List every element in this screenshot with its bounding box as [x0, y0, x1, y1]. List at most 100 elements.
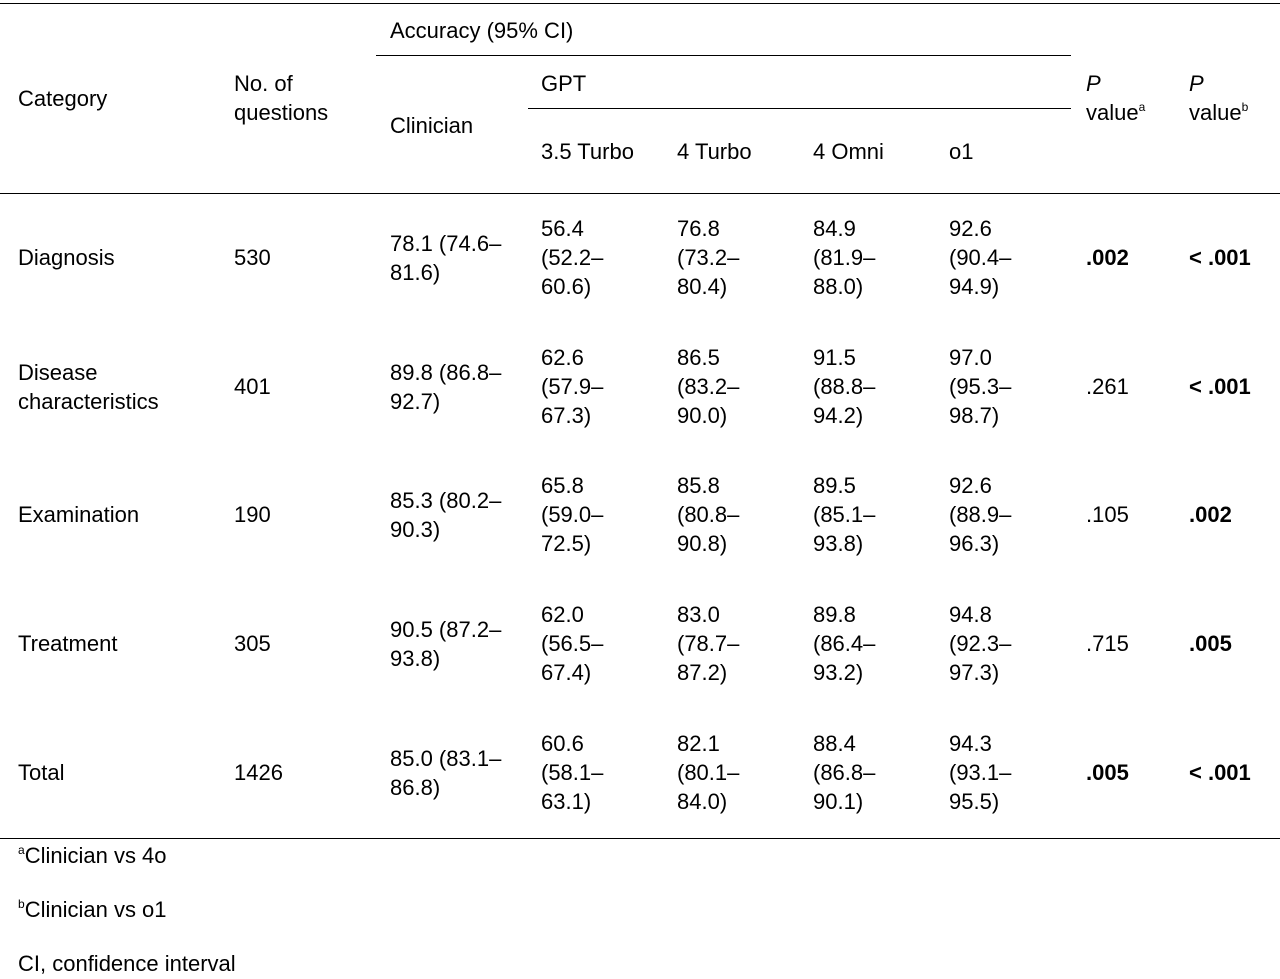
- cell-gpt-o1-line: (90.4–: [949, 245, 1012, 270]
- cell-gpt-4-turbo-line: 84.0): [677, 789, 728, 814]
- cell-gpt-35-turbo-line: 67.4): [541, 660, 592, 685]
- cell-gpt-35-turbo-line: 67.3): [541, 403, 592, 428]
- cell-gpt-4-omni: 88.4 (86.8– 90.1): [813, 729, 875, 816]
- cell-gpt-4-omni-line: 84.9: [813, 216, 856, 241]
- header-sup-a: a: [1138, 99, 1146, 114]
- header-num-questions-line2: questions: [234, 100, 329, 125]
- cell-p-value-a: .261: [1086, 374, 1129, 399]
- cell-gpt-4-turbo-line: (78.7–: [677, 631, 740, 656]
- footnote-ci: CI, confidence interval: [18, 951, 236, 976]
- cell-gpt-4-turbo: 86.5 (83.2– 90.0): [677, 343, 739, 430]
- cell-gpt-o1: 92.6 (90.4– 94.9): [949, 214, 1011, 301]
- gpt-rule: [528, 108, 1071, 109]
- cell-num-questions: 305: [234, 631, 271, 656]
- footnote-a: aClinician vs 4o: [18, 841, 167, 870]
- header-p-value-a: P valuea: [1086, 69, 1145, 127]
- cell-gpt-35-turbo-line: 62.6: [541, 345, 584, 370]
- cell-clinician: 89.8 (86.8– 92.7): [390, 358, 501, 416]
- cell-gpt-o1-line: 92.6: [949, 216, 992, 241]
- footnote-b-text: Clinician vs o1: [24, 897, 167, 922]
- cell-gpt-4-omni: 89.5 (85.1– 93.8): [813, 471, 875, 558]
- cell-p-value-a: .715: [1086, 631, 1129, 656]
- header-p-italic-a: P: [1086, 71, 1101, 96]
- cell-gpt-4-omni-line: 93.8): [813, 531, 864, 556]
- cell-gpt-4-turbo-line: (73.2–: [677, 245, 740, 270]
- cell-p-value-b: < .001: [1189, 245, 1251, 270]
- cell-gpt-o1-line: (92.3–: [949, 631, 1012, 656]
- cell-clinician-line: 85.0 (83.1–: [390, 745, 502, 771]
- header-clinician: Clinician: [390, 113, 474, 138]
- header-p-value-b-label: valueb: [1189, 98, 1248, 127]
- cell-gpt-4-omni-line: 93.2): [813, 660, 864, 685]
- cell-gpt-4-omni: 89.8 (86.4– 93.2): [813, 600, 875, 687]
- cell-gpt-4-turbo-line: 83.0: [677, 602, 720, 627]
- cell-num-questions: 530: [234, 245, 271, 270]
- footnote-a-text: Clinician vs 4o: [24, 843, 167, 868]
- cell-gpt-35-turbo-line: (52.2–: [541, 245, 604, 270]
- cell-category: Treatment: [18, 629, 117, 658]
- cell-p-value-b: .005: [1189, 631, 1232, 656]
- cell-gpt-o1-line: 92.6: [949, 473, 992, 498]
- cell-gpt-o1-line: 94.8: [949, 602, 992, 627]
- cell-clinician-line: 81.6): [390, 259, 441, 285]
- cell-category-line: Total: [18, 760, 65, 785]
- cell-gpt-4-omni: 84.9 (81.9– 88.0): [813, 214, 875, 301]
- cell-gpt-35-turbo-line: (57.9–: [541, 374, 604, 399]
- cell-gpt-4-turbo: 85.8 (80.8– 90.8): [677, 471, 739, 558]
- cell-gpt-4-omni-line: (86.8–: [813, 760, 876, 785]
- cell-gpt-o1-line: 97.0: [949, 345, 992, 370]
- cell-gpt-35-turbo-line: 60.6): [541, 274, 592, 299]
- cell-gpt-4-omni-line: 94.2): [813, 403, 864, 428]
- cell-gpt-4-turbo-line: 82.1: [677, 731, 720, 756]
- cell-clinician-line: 92.7): [390, 388, 441, 414]
- cell-gpt-4-omni-line: 90.1): [813, 789, 864, 814]
- cell-gpt-o1: 97.0 (95.3– 98.7): [949, 343, 1011, 430]
- cell-gpt-4-turbo-line: (80.1–: [677, 760, 740, 785]
- header-model-4-omni: 4 Omni: [813, 139, 884, 164]
- footnote-a-mark: a: [18, 842, 25, 857]
- cell-p-value-a: .005: [1086, 760, 1129, 785]
- cell-gpt-o1-line: 97.3): [949, 660, 1000, 685]
- cell-gpt-4-omni-line: (85.1–: [813, 502, 876, 527]
- table-bottom-rule: [0, 838, 1280, 839]
- cell-clinician: 78.1 (74.6– 81.6): [390, 229, 501, 287]
- footnote-b-mark: b: [18, 896, 25, 911]
- cell-gpt-4-turbo-line: 86.5: [677, 345, 720, 370]
- cell-gpt-35-turbo-line: 63.1): [541, 789, 592, 814]
- header-p-italic-b: P: [1189, 71, 1204, 96]
- header-sup-b: b: [1241, 99, 1249, 114]
- cell-p-value-b: < .001: [1189, 374, 1251, 399]
- cell-gpt-4-turbo-line: (83.2–: [677, 374, 740, 399]
- cell-gpt-o1-line: 95.5): [949, 789, 1000, 814]
- cell-clinician-line: 86.8): [390, 774, 441, 800]
- cell-num-questions: 401: [234, 374, 271, 399]
- accuracy-rule: [376, 55, 1071, 56]
- header-gpt: GPT: [541, 71, 587, 96]
- cell-gpt-4-turbo-line: (80.8–: [677, 502, 740, 527]
- header-p-value-a-word: value: [1086, 100, 1139, 125]
- cell-gpt-4-turbo-line: 87.2): [677, 660, 728, 685]
- cell-gpt-4-turbo-line: 90.0): [677, 403, 728, 428]
- cell-gpt-4-omni-line: (88.8–: [813, 374, 876, 399]
- header-p-value-b-word: value: [1189, 100, 1242, 125]
- cell-gpt-4-turbo: 76.8 (73.2– 80.4): [677, 214, 739, 301]
- cell-gpt-35-turbo-line: 62.0: [541, 602, 584, 627]
- cell-clinician-line: 85.3 (80.2–: [390, 487, 502, 513]
- cell-gpt-4-turbo: 83.0 (78.7– 87.2): [677, 600, 739, 687]
- cell-clinician: 85.3 (80.2– 90.3): [390, 486, 501, 544]
- cell-gpt-4-omni-line: (86.4–: [813, 631, 876, 656]
- cell-gpt-4-turbo-line: 80.4): [677, 274, 728, 299]
- cell-gpt-4-turbo: 82.1 (80.1– 84.0): [677, 729, 739, 816]
- cell-gpt-4-omni: 91.5 (88.8– 94.2): [813, 343, 875, 430]
- header-p-value-b: P valueb: [1189, 69, 1248, 127]
- cell-category-line: Diagnosis: [18, 245, 115, 270]
- header-model-o1: o1: [949, 139, 974, 164]
- cell-p-value-b: < .001: [1189, 760, 1251, 785]
- cell-gpt-35-turbo-line: (59.0–: [541, 502, 604, 527]
- cell-num-questions: 190: [234, 502, 271, 527]
- cell-clinician-line: 78.1 (74.6–: [390, 230, 502, 256]
- cell-gpt-35-turbo: 56.4 (52.2– 60.6): [541, 214, 603, 301]
- cell-gpt-4-omni-line: 88.4: [813, 731, 856, 756]
- cell-p-value-b: .002: [1189, 502, 1232, 527]
- cell-gpt-35-turbo: 65.8 (59.0– 72.5): [541, 471, 603, 558]
